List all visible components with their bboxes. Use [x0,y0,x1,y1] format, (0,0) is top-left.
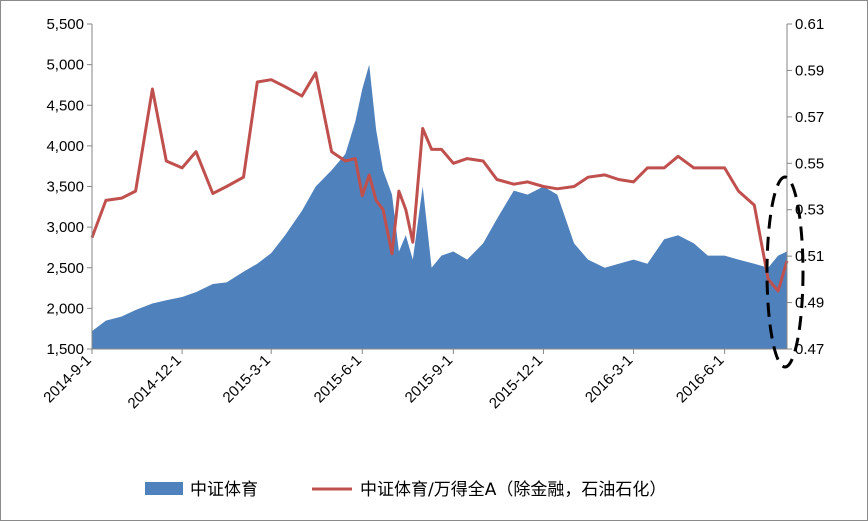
tick-labels: 1,500 2,000 2,500 3,000 3,500 4,000 4,500 5,000… [40,16,824,412]
legend-swatch-area [145,482,183,495]
plot-area [90,64,789,349]
x-tick-label: 2014-9-1 [40,352,94,406]
right-tick-label: 0.61 [795,16,824,33]
annotation [765,175,805,369]
left-tick-label: 2,000 [46,300,84,317]
right-tick-label: 0.59 [795,62,824,79]
axes [87,23,792,354]
highlight-ellipse [765,175,805,369]
right-tick-label: 0.57 [795,109,824,126]
left-tick-label: 3,500 [46,179,84,196]
left-tick-label: 4,000 [46,138,84,155]
left-tick-label: 3,000 [46,219,84,236]
left-tick-label: 4,500 [46,97,84,114]
left-tick-label: 5,500 [46,16,84,33]
left-tick-label: 5,000 [46,57,84,74]
right-tick-label: 0.53 [795,202,824,219]
x-tick-label: 2015-12-1 [486,352,546,412]
legend-label-area: 中证体育 [190,480,258,500]
right-tick-label: 0.55 [795,155,824,172]
x-tick-label: 2014-12-1 [125,352,185,412]
legend-label-line: 中证体育/万得全A（除金融，石油石化） [360,480,666,500]
line-series-relative-ratio [90,71,789,293]
right-tick-label: 0.51 [795,248,824,265]
x-tick-label: 2015-3-1 [220,352,274,406]
x-tick-label: 2015-6-1 [311,352,365,406]
area-series-sports-index [92,64,787,349]
right-tick-label: 0.47 [795,341,824,358]
x-tick-label: 2016-3-1 [582,352,636,406]
legend: 中证体育 中证体育/万得全A（除金融，石油石化） [145,480,666,500]
left-tick-label: 1,500 [46,341,84,358]
x-tick-label: 2015-9-1 [402,352,456,406]
right-tick-label: 0.49 [795,295,824,312]
x-tick-label: 2016-6-1 [673,352,727,406]
left-tick-label: 2,500 [46,260,84,277]
